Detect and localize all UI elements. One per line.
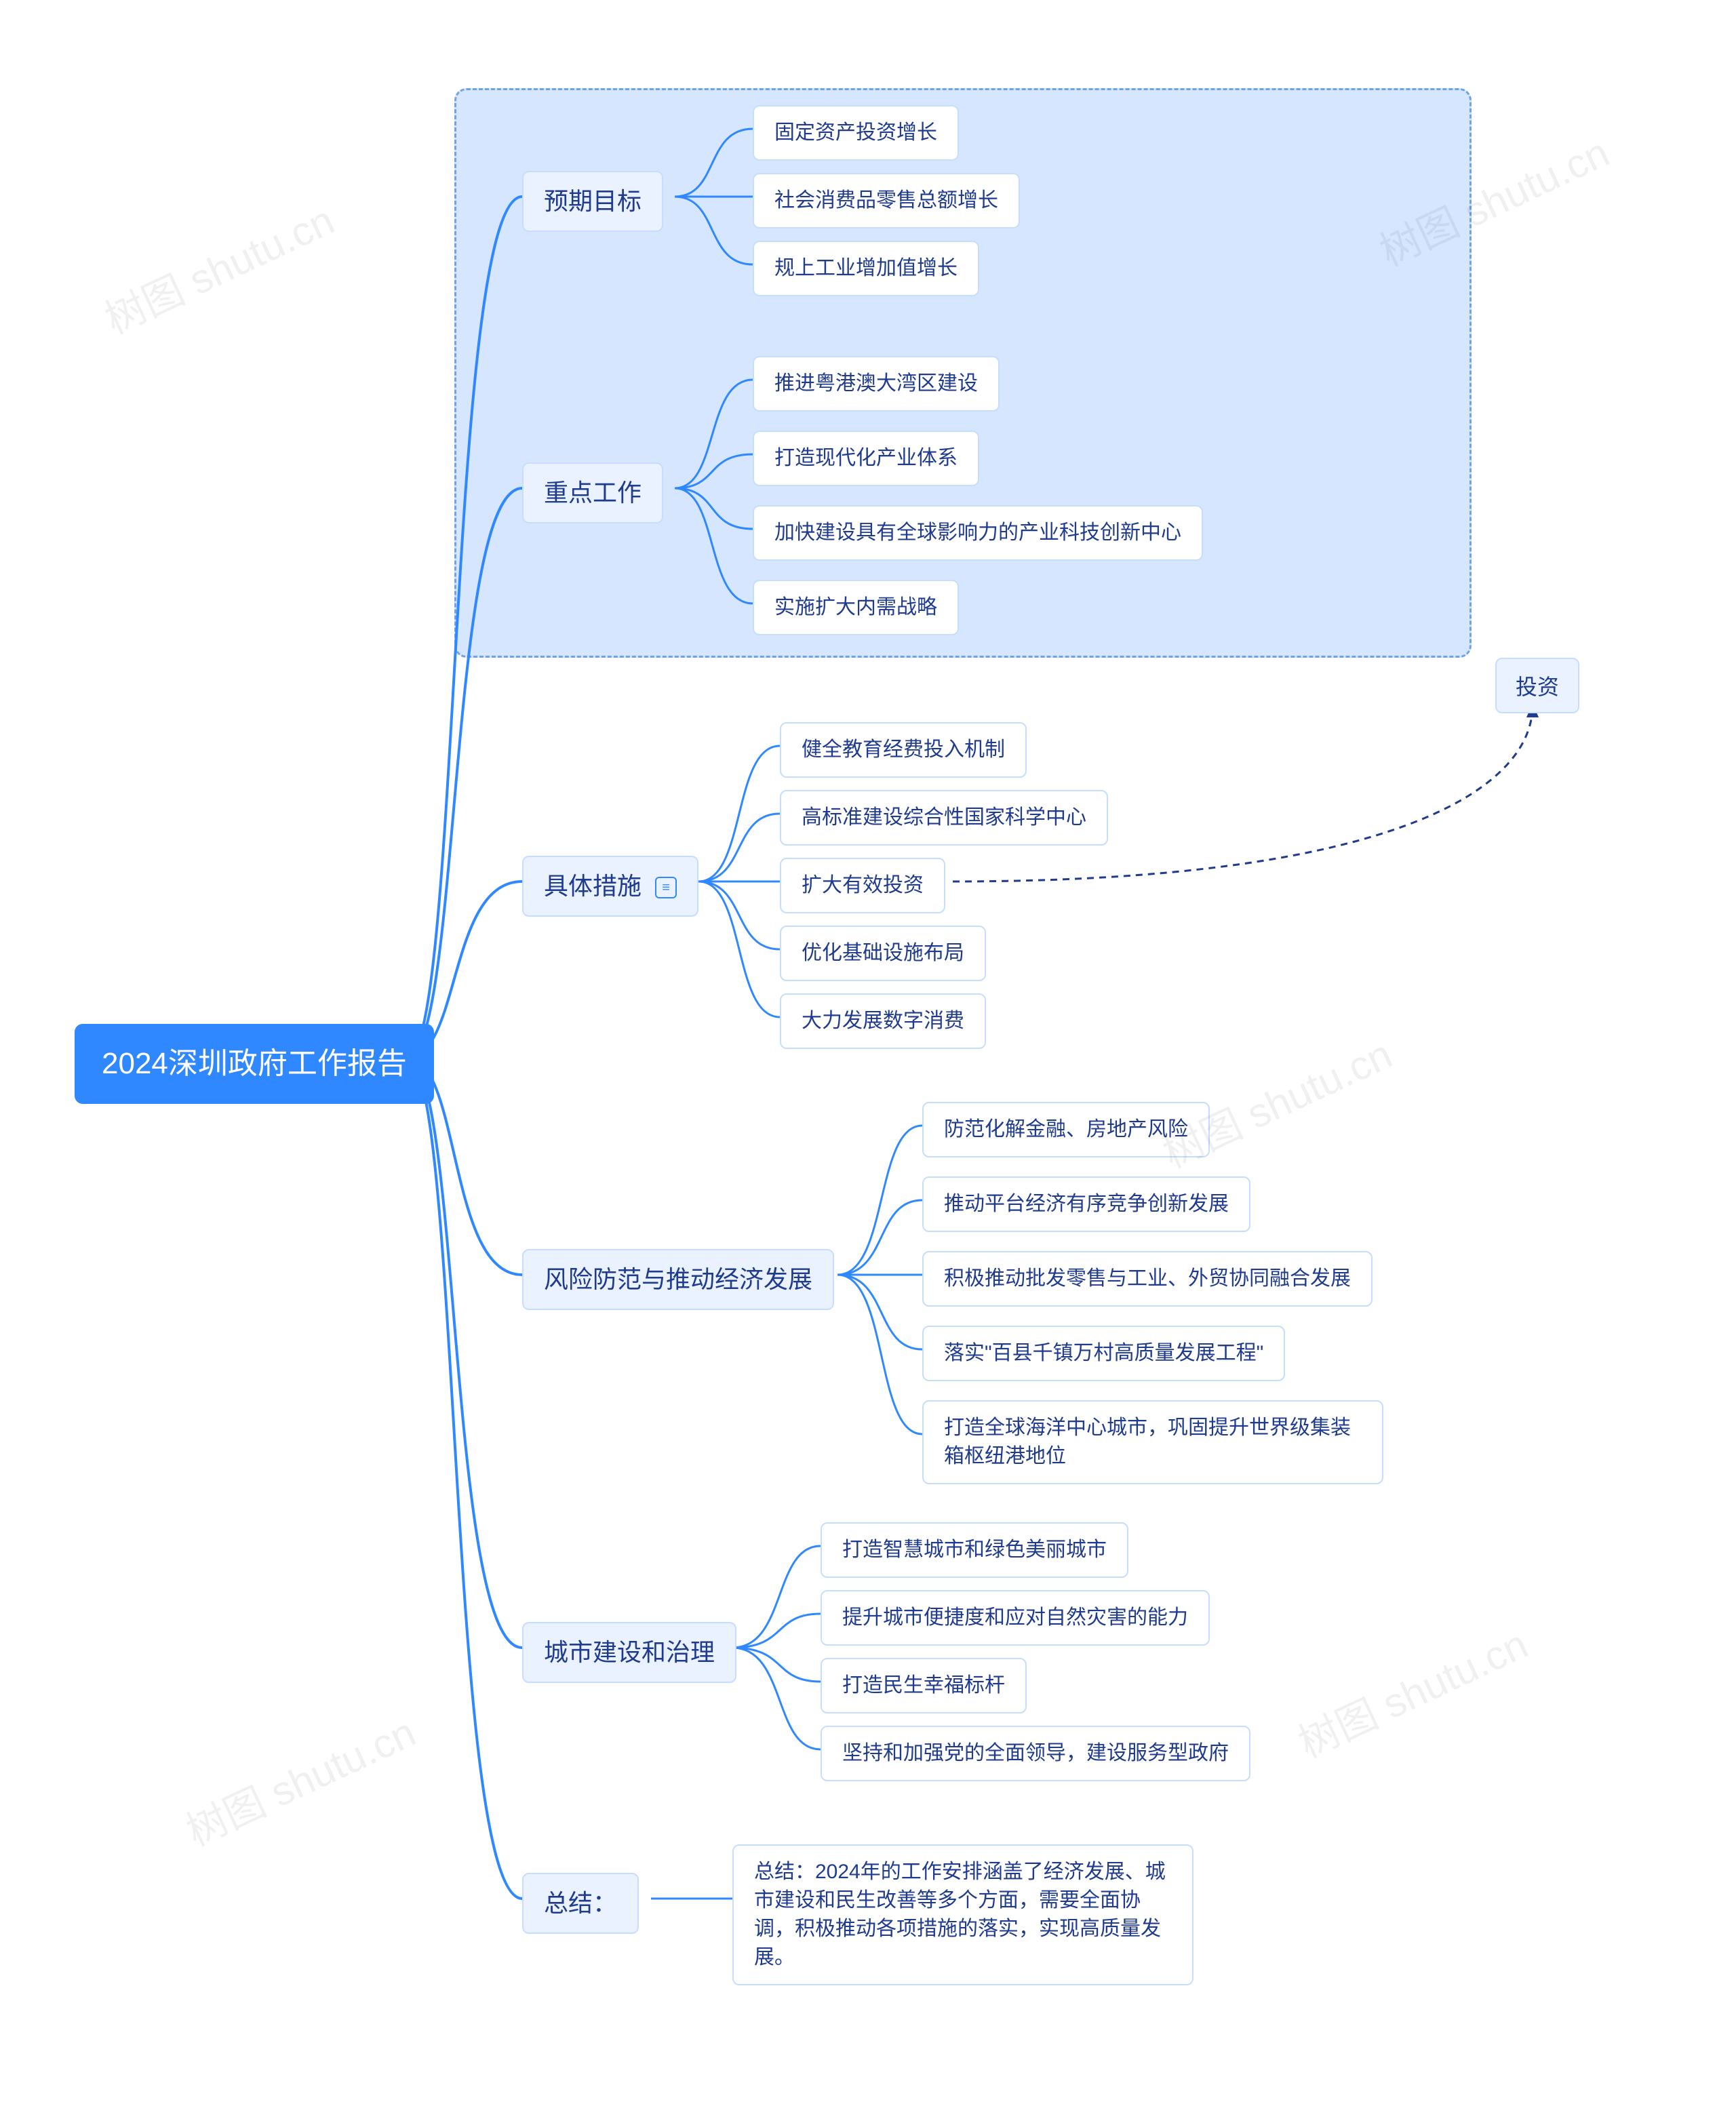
leaf-node[interactable]: 大力发展数字消费 — [780, 993, 986, 1049]
leaf-node[interactable]: 实施扩大内需战略 — [753, 580, 959, 635]
leaf-node[interactable]: 防范化解金融、房地产风险 — [922, 1102, 1210, 1157]
branch-key-work[interactable]: 重点工作 — [522, 462, 663, 523]
leaf-label: 社会消费品零售总额增长 — [774, 189, 998, 212]
leaf-label: 坚持和加强党的全面领导，建设服务型政府 — [842, 1742, 1229, 1764]
leaf-label: 打造智慧城市和绿色美丽城市 — [842, 1539, 1107, 1561]
leaf-label: 积极推动批发零售与工业、外贸协同融合发展 — [944, 1267, 1351, 1290]
leaf-label: 防范化解金融、房地产风险 — [944, 1118, 1188, 1141]
leaf-label: 推动平台经济有序竞争创新发展 — [944, 1193, 1229, 1215]
leaf-node[interactable]: 提升城市便捷度和应对自然灾害的能力 — [821, 1590, 1210, 1646]
branch-risk-economy[interactable]: 风险防范与推动经济发展 — [522, 1249, 834, 1310]
leaf-label: 规上工业增加值增长 — [774, 257, 958, 279]
leaf-node[interactable]: 固定资产投资增长 — [753, 105, 959, 161]
watermark: 树图 shutu.cn — [176, 1700, 424, 1857]
leaf-label: 总结：2024年的工作安排涵盖了经济发展、城市建设和民生改善等多个方面，需要全面… — [754, 1861, 1166, 1968]
note-icon[interactable]: ≡ — [655, 877, 677, 898]
leaf-node[interactable]: 落实"百县千镇万村高质量发展工程" — [922, 1326, 1285, 1381]
leaf-label: 固定资产投资增长 — [774, 121, 937, 144]
branch-label: 总结： — [544, 1889, 617, 1917]
leaf-node[interactable]: 高标准建设综合性国家科学中心 — [780, 790, 1108, 846]
mindmap-canvas: 2024深圳政府工作报告 预期目标 固定资产投资增长 社会消费品零售总额增长 规… — [0, 0, 1736, 2102]
watermark: 树图 shutu.cn — [94, 188, 342, 345]
branch-city-governance[interactable]: 城市建设和治理 — [522, 1622, 736, 1683]
leaf-node[interactable]: 积极推动批发零售与工业、外贸协同融合发展 — [922, 1251, 1373, 1307]
leaf-label: 打造民生幸福标杆 — [842, 1674, 1005, 1697]
leaf-label: 打造全球海洋中心城市，巩固提升世界级集装箱枢纽港地位 — [944, 1416, 1351, 1467]
leaf-node[interactable]: 加快建设具有全球影响力的产业科技创新中心 — [753, 505, 1203, 561]
leaf-label: 大力发展数字消费 — [802, 1010, 964, 1032]
leaf-label: 落实"百县千镇万村高质量发展工程" — [944, 1342, 1263, 1364]
branch-label: 预期目标 — [544, 187, 642, 215]
branch-label: 风险防范与推动经济发展 — [544, 1265, 812, 1293]
branch-summary[interactable]: 总结： — [522, 1873, 639, 1934]
leaf-node[interactable]: 社会消费品零售总额增长 — [753, 173, 1020, 229]
leaf-label: 打造现代化产业体系 — [774, 447, 958, 469]
leaf-label: 健全教育经费投入机制 — [802, 738, 1005, 761]
leaf-node[interactable]: 优化基础设施布局 — [780, 926, 986, 981]
branch-label: 具体措施 — [544, 872, 642, 900]
branch-label: 重点工作 — [544, 479, 642, 507]
leaf-node[interactable]: 打造现代化产业体系 — [753, 431, 979, 486]
leaf-label: 提升城市便捷度和应对自然灾害的能力 — [842, 1606, 1188, 1629]
leaf-label: 推进粤港澳大湾区建设 — [774, 372, 978, 395]
leaf-node[interactable]: 规上工业增加值增长 — [753, 241, 979, 296]
leaf-label: 扩大有效投资 — [802, 874, 924, 896]
leaf-node[interactable]: 推进粤港澳大湾区建设 — [753, 356, 1000, 412]
leaf-label: 优化基础设施布局 — [802, 942, 964, 964]
leaf-node[interactable]: 推动平台经济有序竞争创新发展 — [922, 1176, 1250, 1232]
root-label: 2024深圳政府工作报告 — [102, 1047, 407, 1080]
leaf-expand-investment[interactable]: 扩大有效投资 — [780, 858, 945, 913]
leaf-label: 高标准建设综合性国家科学中心 — [802, 806, 1086, 829]
leaf-label: 加快建设具有全球影响力的产业科技创新中心 — [774, 521, 1181, 544]
branch-label: 城市建设和治理 — [544, 1638, 715, 1666]
leaf-node[interactable]: 打造全球海洋中心城市，巩固提升世界级集装箱枢纽港地位 — [922, 1400, 1383, 1484]
root-node[interactable]: 2024深圳政府工作报告 — [75, 1024, 434, 1104]
watermark: 树图 shutu.cn — [1288, 1612, 1536, 1769]
leaf-node[interactable]: 健全教育经费投入机制 — [780, 722, 1027, 778]
leaf-node[interactable]: 打造智慧城市和绿色美丽城市 — [821, 1522, 1128, 1578]
leaf-node[interactable]: 打造民生幸福标杆 — [821, 1658, 1027, 1713]
branch-expected-goals[interactable]: 预期目标 — [522, 171, 663, 232]
leaf-label: 实施扩大内需战略 — [774, 596, 937, 618]
annotation-label: 投资 — [1516, 675, 1559, 699]
annotation-investment[interactable]: 投资 — [1495, 658, 1579, 713]
leaf-node[interactable]: 坚持和加强党的全面领导，建设服务型政府 — [821, 1726, 1250, 1781]
leaf-summary-text[interactable]: 总结：2024年的工作安排涵盖了经济发展、城市建设和民生改善等多个方面，需要全面… — [732, 1844, 1194, 1985]
branch-measures[interactable]: 具体措施 ≡ — [522, 856, 698, 917]
